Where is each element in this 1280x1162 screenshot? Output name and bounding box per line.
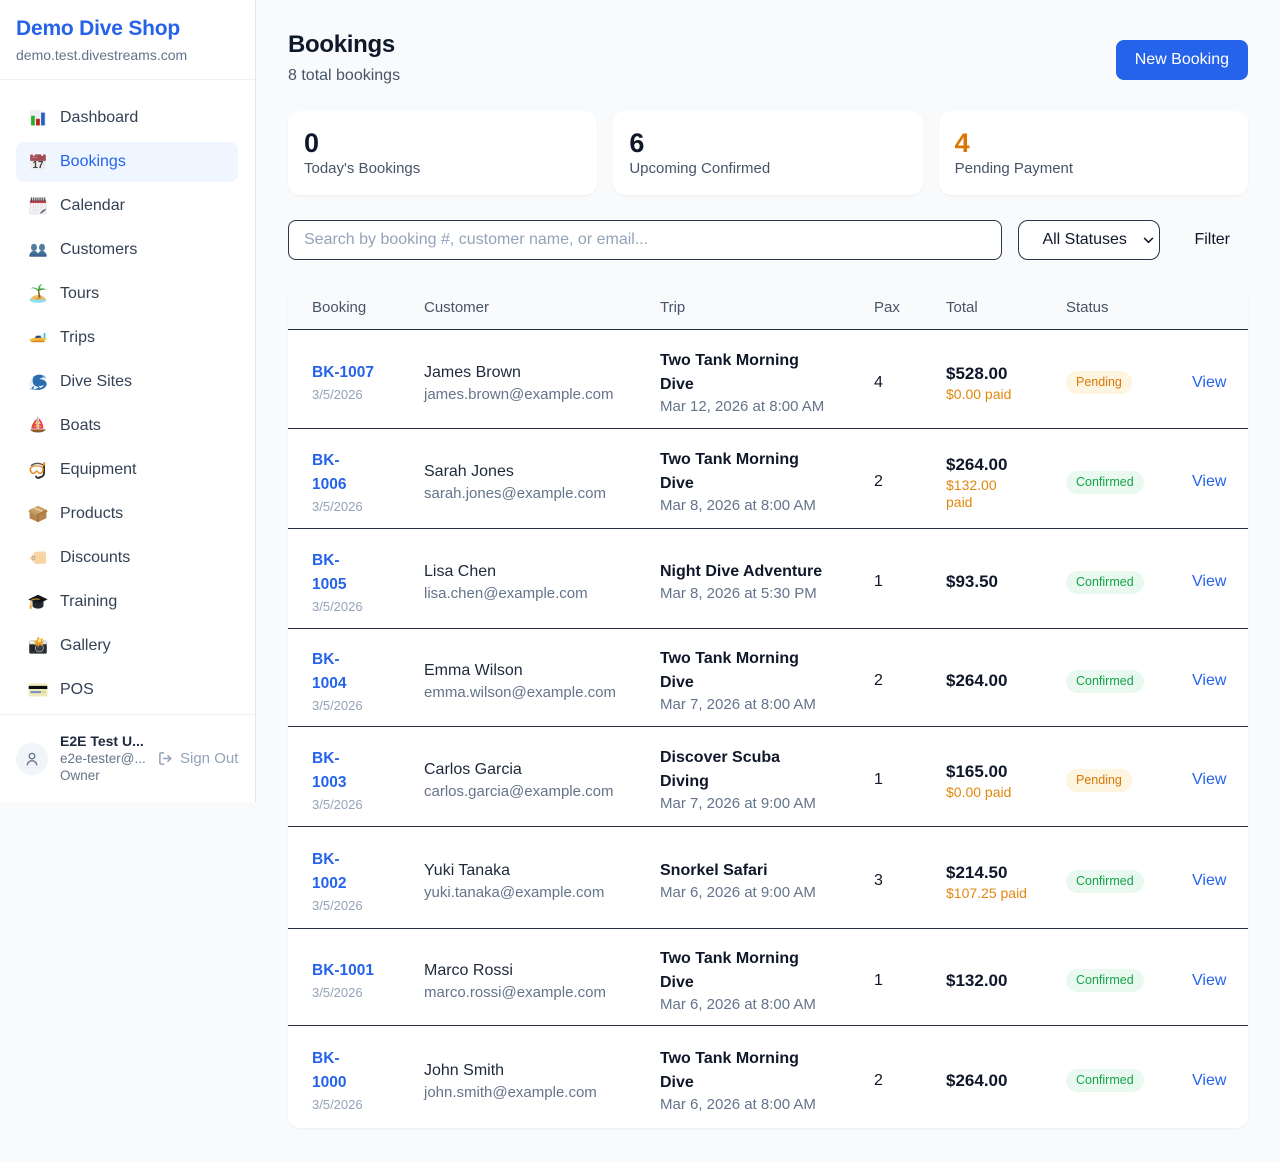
svg-text:17: 17 <box>33 160 44 171</box>
